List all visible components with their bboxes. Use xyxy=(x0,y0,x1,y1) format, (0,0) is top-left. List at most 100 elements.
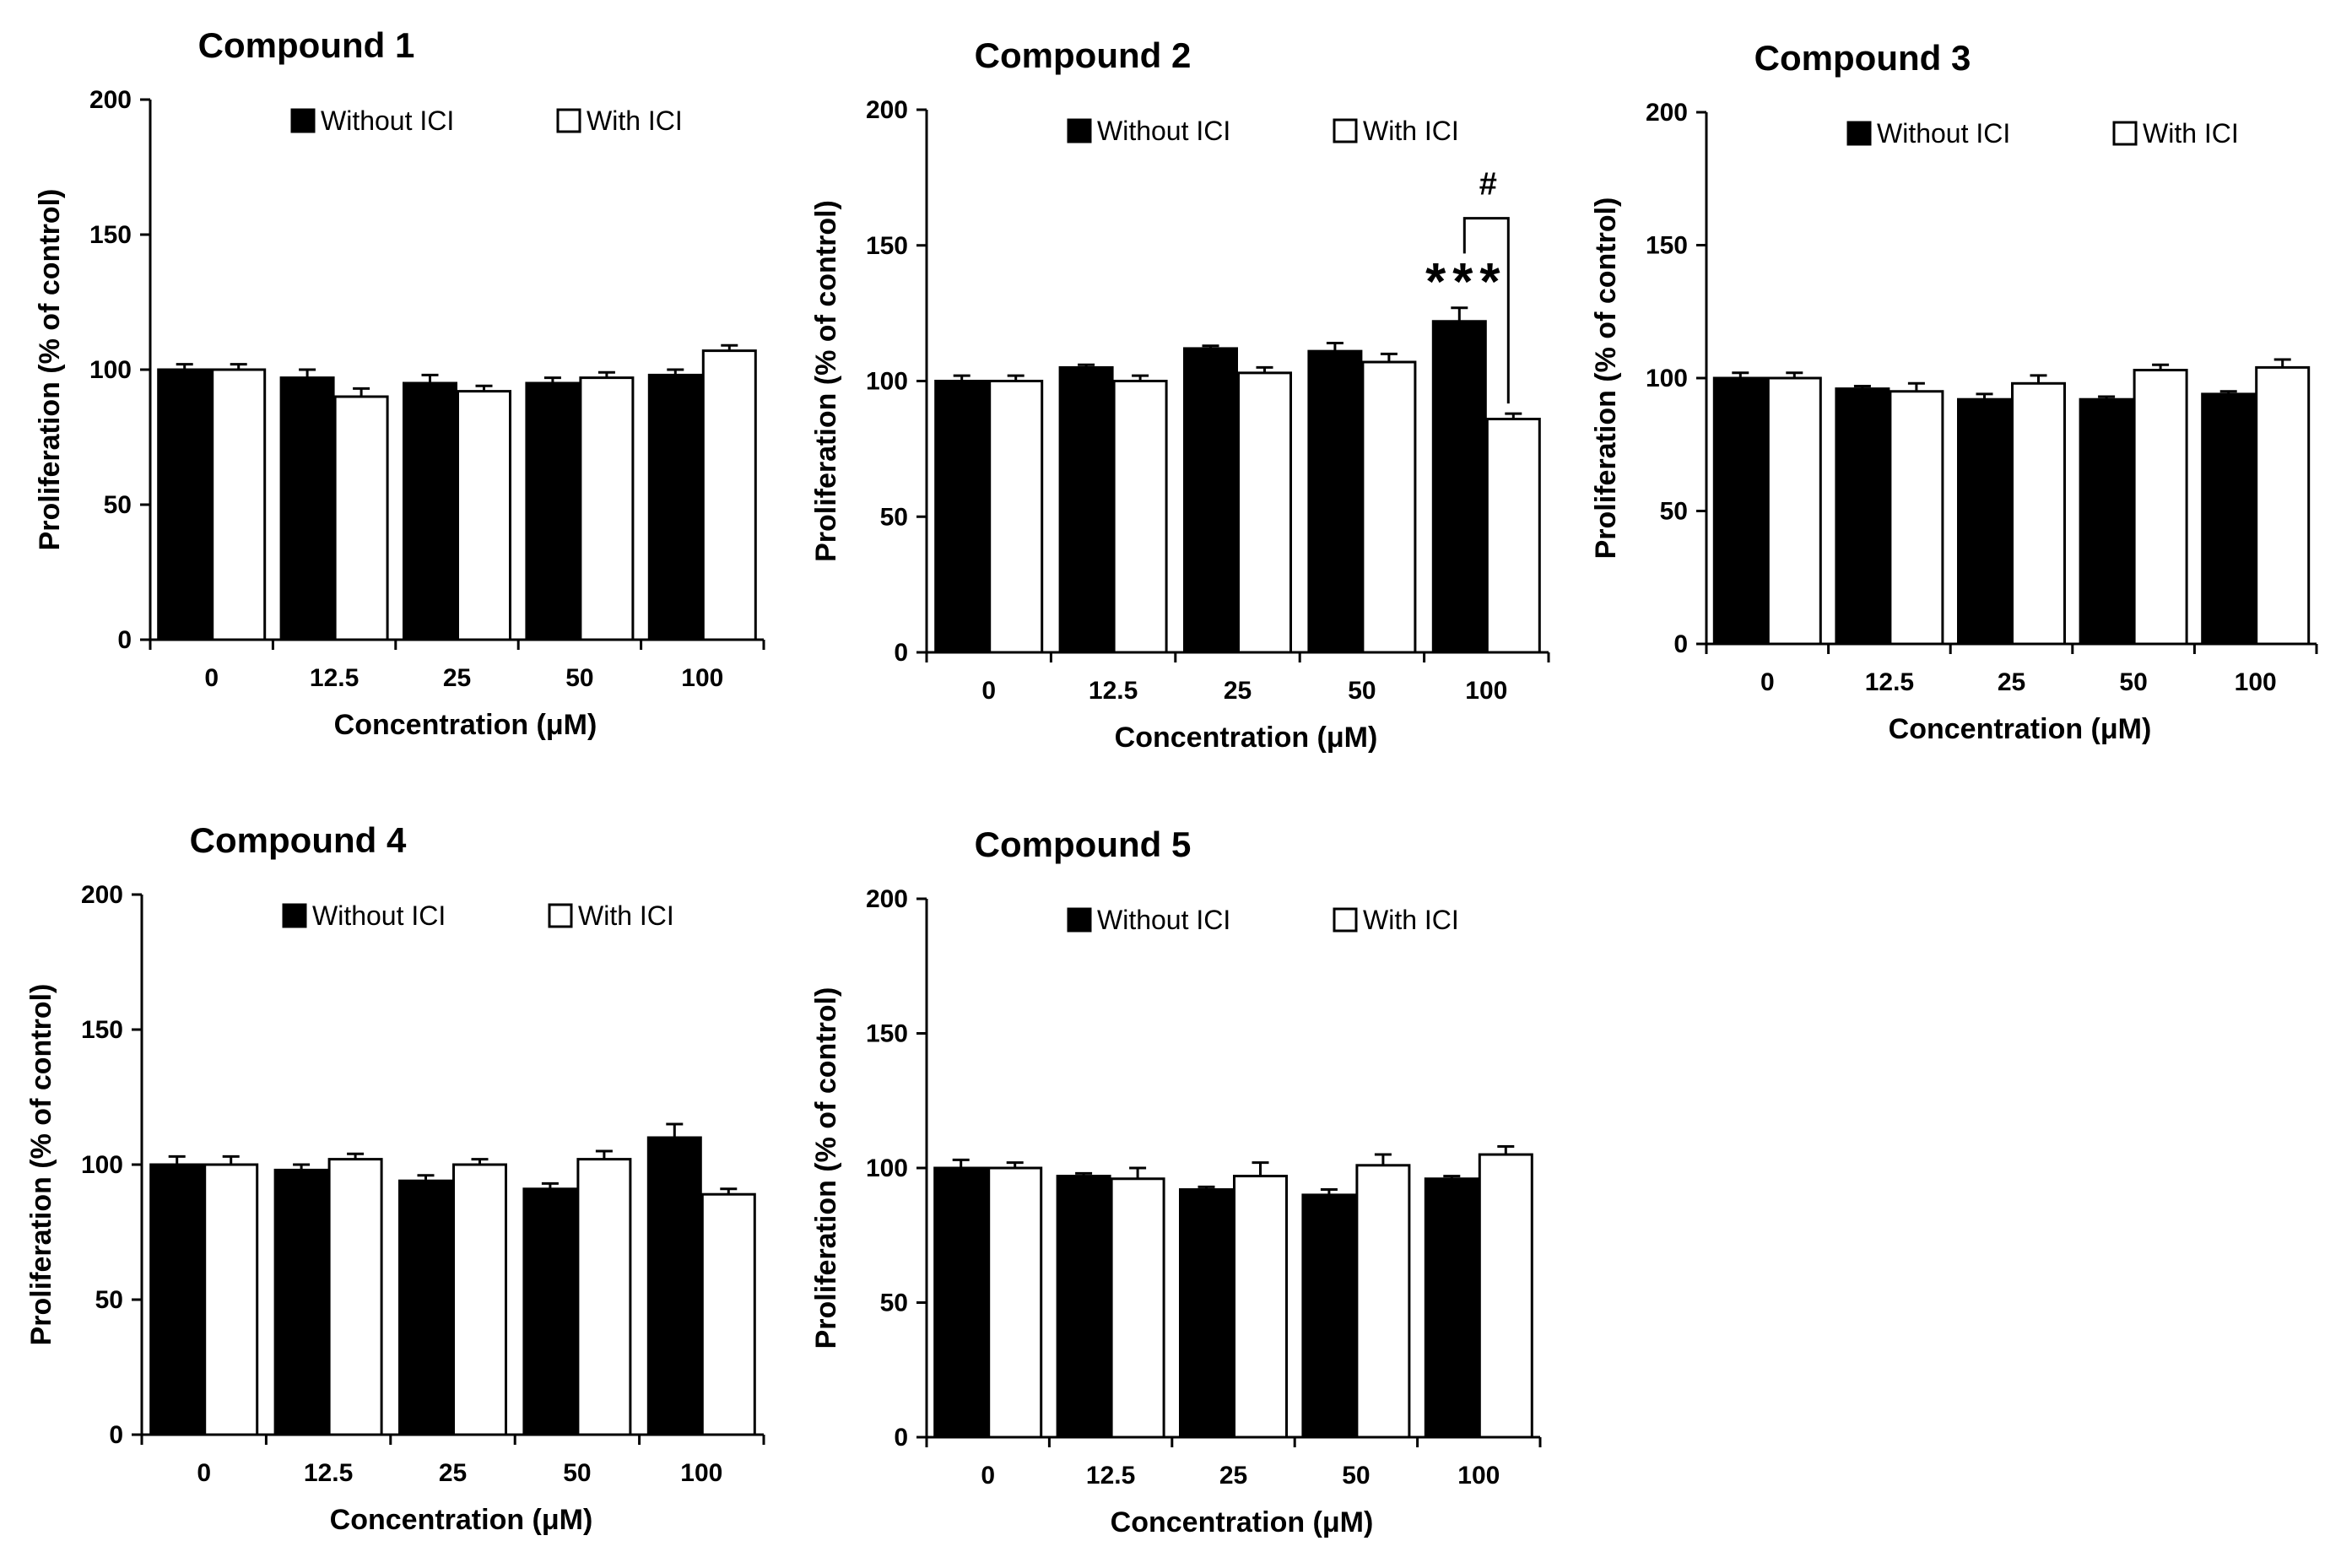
y-axis-label: Proliferation (% of control) xyxy=(25,984,57,1346)
bar-with-ici xyxy=(211,368,267,641)
bar-without-ici xyxy=(1431,320,1487,654)
x-tick-label: 12.5 xyxy=(1089,677,1138,705)
x-tick-label: 12.5 xyxy=(1086,1462,1135,1490)
chart-panel-4: Compound 4 0 50 100 150 200 0 12.5 25 50 100 Concen… xyxy=(25,820,765,1536)
y-tick-label: 150 xyxy=(81,1016,123,1044)
bar-without-ici xyxy=(1835,387,1890,646)
y-tick-label: 100 xyxy=(81,1151,123,1179)
bar-without-ici xyxy=(646,1136,702,1436)
legend-swatch-without-ici xyxy=(1067,118,1092,143)
significance-stars: *** xyxy=(1425,253,1506,311)
x-tick-label: 12.5 xyxy=(304,1459,353,1487)
bar-with-ici xyxy=(452,1163,507,1436)
bar-with-ici xyxy=(988,380,1044,654)
y-tick-label: 50 xyxy=(104,491,132,519)
bar-without-ici xyxy=(1957,397,2012,646)
x-axis-label: Concentration (μM) xyxy=(334,709,597,741)
bar-with-ici xyxy=(2133,369,2188,646)
bar-without-ici xyxy=(279,376,335,641)
y-tick-label: 0 xyxy=(117,626,132,654)
bar-with-ici xyxy=(1112,380,1168,654)
x-tick-label: 50 xyxy=(1342,1462,1370,1490)
y-axis-label: Proliferation (% of control) xyxy=(810,987,842,1349)
x-tick-label: 25 xyxy=(1219,1462,1247,1490)
bar-with-ici xyxy=(1478,1153,1533,1439)
chart-panel-2: Compound 2 0 50 100 150 200 0 12.5 25 50 100 Concen… xyxy=(810,35,1550,754)
legend-label-without-ici: Without ICI xyxy=(1877,118,2010,149)
x-tick-label: 50 xyxy=(563,1459,591,1487)
bar-with-ici xyxy=(2011,381,2066,646)
legend-swatch-with-ici xyxy=(2112,121,2138,146)
bar-with-ici xyxy=(457,390,511,641)
x-tick-label: 0 xyxy=(204,664,219,692)
x-axis-label: Concentration (μM) xyxy=(1889,713,2152,745)
bar-without-ici xyxy=(398,1179,453,1436)
y-tick-label: 200 xyxy=(81,881,123,909)
chart-panel-3: Compound 3 0 50 100 150 200 0 12.5 25 50 100 Concen… xyxy=(1590,38,2318,745)
bar-with-ici xyxy=(2255,365,2311,646)
bar-without-ici xyxy=(403,381,457,641)
y-tick-label: 200 xyxy=(866,885,908,913)
bar-without-ici xyxy=(2079,397,2134,646)
x-tick-label: 50 xyxy=(2119,668,2147,696)
x-tick-label: 25 xyxy=(439,1459,467,1487)
y-axis-label: Proliferation (% of control) xyxy=(34,189,66,551)
x-tick-label: 100 xyxy=(1457,1462,1500,1490)
bar-with-ici xyxy=(1110,1177,1165,1439)
x-tick-label: 25 xyxy=(443,664,471,692)
y-tick-label: 100 xyxy=(1646,365,1688,392)
legend-label-with-ici: With ICI xyxy=(578,900,674,931)
x-tick-label: 25 xyxy=(1998,668,2025,696)
x-tick-label: 50 xyxy=(1348,677,1376,705)
chart-title: Compound 1 xyxy=(198,25,415,65)
y-tick-label: 0 xyxy=(109,1421,123,1449)
y-tick-label: 150 xyxy=(1646,232,1688,260)
legend-swatch-with-ici xyxy=(1333,907,1358,933)
chart-panel-1: Compound 1 0 50 100 150 200 0 12.5 25 50 100 Concen… xyxy=(34,25,765,741)
x-tick-label: 100 xyxy=(2235,668,2277,696)
bar-with-ici xyxy=(700,1192,756,1436)
bar-without-ici xyxy=(1056,1175,1111,1439)
legend-swatch-without-ici xyxy=(290,108,316,133)
x-tick-label: 0 xyxy=(1760,668,1775,696)
legend-swatch-without-ici xyxy=(1846,121,1872,146)
significance-bracket xyxy=(1462,217,1510,404)
y-axis-label: Proliferation (% of control) xyxy=(810,200,842,562)
y-tick-label: 100 xyxy=(866,368,908,396)
x-tick-label: 50 xyxy=(565,664,593,692)
x-tick-label: 100 xyxy=(1465,677,1507,705)
bar-without-ici xyxy=(933,1166,989,1439)
y-tick-label: 50 xyxy=(880,1290,908,1317)
bar-without-ici xyxy=(1183,347,1238,654)
legend-label-without-ici: Without ICI xyxy=(1097,116,1230,146)
chart-title: Compound 5 xyxy=(975,825,1192,864)
bar-without-ici xyxy=(1307,349,1363,654)
y-axis-label: Proliferation (% of control) xyxy=(1590,197,1622,560)
bar-with-ici xyxy=(1766,376,1822,646)
hash-marker: # xyxy=(1479,167,1497,203)
bar-with-ici xyxy=(333,395,389,641)
x-axis-label: Concentration (μM) xyxy=(330,1504,593,1536)
bar-without-ici xyxy=(273,1168,329,1436)
legend-swatch-with-ici xyxy=(556,108,581,133)
bar-without-ici xyxy=(1712,376,1768,646)
y-tick-label: 0 xyxy=(894,639,908,667)
y-tick-label: 200 xyxy=(866,96,908,124)
x-tick-label: 100 xyxy=(680,1459,722,1487)
bar-without-ici xyxy=(525,381,581,641)
bar-without-ici xyxy=(149,1163,205,1436)
bar-with-ici xyxy=(203,1163,259,1436)
y-tick-label: 50 xyxy=(880,503,908,531)
bar-without-ici xyxy=(647,373,703,641)
legend-swatch-with-ici xyxy=(548,903,573,928)
chart-panel-5: Compound 5 0 50 100 150 200 0 12.5 25 50 100 Concen… xyxy=(810,825,1542,1538)
bar-without-ici xyxy=(157,368,213,641)
x-axis-label: Concentration (μM) xyxy=(1115,722,1378,754)
bar-with-ici xyxy=(1889,390,1944,646)
y-tick-label: 150 xyxy=(89,221,132,249)
y-tick-label: 50 xyxy=(95,1286,123,1314)
bar-without-ici xyxy=(522,1187,578,1436)
y-tick-label: 200 xyxy=(89,86,132,114)
bar-with-ici xyxy=(1233,1175,1288,1439)
x-tick-label: 0 xyxy=(981,1462,995,1490)
